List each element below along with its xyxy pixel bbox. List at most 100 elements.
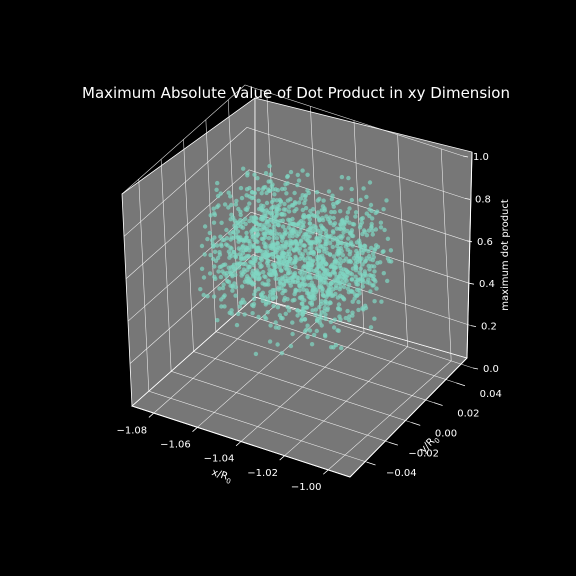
scatter-point bbox=[202, 224, 208, 229]
scatter-point bbox=[294, 242, 300, 247]
scatter-point bbox=[273, 276, 278, 281]
scatter-point bbox=[307, 328, 313, 333]
scatter-point bbox=[211, 220, 217, 225]
scatter-point bbox=[211, 206, 216, 211]
scatter-point bbox=[231, 249, 236, 255]
scatter-point bbox=[311, 207, 316, 212]
scatter-point bbox=[350, 233, 356, 239]
scatter-point bbox=[298, 196, 304, 201]
scatter-point bbox=[300, 312, 305, 318]
scatter-point bbox=[198, 287, 203, 292]
scatter-point bbox=[360, 280, 366, 285]
scatter-point bbox=[327, 215, 333, 220]
x-tick-label: −1.08 bbox=[116, 425, 147, 436]
y-tick-mark bbox=[366, 461, 376, 466]
scatter-point bbox=[331, 345, 336, 350]
scatter-point bbox=[266, 179, 271, 184]
scatter-point bbox=[335, 295, 341, 300]
scatter-point bbox=[277, 313, 283, 318]
scatter-point bbox=[267, 339, 273, 344]
scatter-point bbox=[302, 201, 307, 206]
scatter-point bbox=[264, 260, 270, 266]
scatter-point bbox=[222, 293, 227, 298]
scatter-point bbox=[282, 201, 287, 207]
scatter-point bbox=[292, 190, 297, 196]
scatter-point bbox=[277, 197, 283, 203]
scatter-point bbox=[230, 283, 235, 288]
scatter-point bbox=[310, 294, 316, 299]
scatter-point bbox=[367, 180, 373, 185]
scatter-point bbox=[230, 274, 235, 279]
scatter-point bbox=[303, 205, 309, 211]
scatter-point bbox=[266, 187, 271, 192]
scatter-point bbox=[372, 299, 377, 304]
scatter-point bbox=[217, 252, 223, 257]
x-axis-label: x/R0 bbox=[210, 467, 234, 486]
scatter-point bbox=[273, 325, 279, 330]
scatter-point bbox=[362, 229, 367, 235]
scatter-point bbox=[217, 286, 222, 291]
scatter-point bbox=[349, 277, 355, 282]
scatter-point bbox=[236, 246, 241, 251]
scatter-point bbox=[262, 222, 268, 227]
scatter-point bbox=[242, 279, 248, 284]
scatter-point bbox=[363, 273, 369, 278]
scatter-point bbox=[341, 284, 347, 290]
scatter-point bbox=[345, 286, 351, 291]
scatter-point bbox=[350, 221, 355, 227]
scatter-point bbox=[269, 212, 275, 218]
scatter-point bbox=[288, 343, 294, 349]
scatter-point bbox=[292, 297, 297, 303]
scatter-point bbox=[282, 212, 287, 217]
scatter-point bbox=[216, 269, 221, 274]
scatter-point bbox=[245, 238, 250, 244]
x-tick-mark bbox=[192, 427, 198, 432]
scatter-point bbox=[366, 263, 371, 269]
scatter-point bbox=[271, 235, 276, 241]
scatter-point bbox=[289, 203, 295, 208]
x-tick-mark bbox=[279, 455, 285, 461]
scatter-point bbox=[256, 314, 261, 320]
scatter-point bbox=[266, 278, 271, 283]
scatter-point bbox=[252, 190, 257, 196]
scatter-point bbox=[325, 306, 330, 311]
scatter-point bbox=[226, 205, 231, 210]
scatter-point bbox=[276, 276, 282, 282]
scatter-point bbox=[274, 213, 279, 218]
scatter-point bbox=[305, 172, 310, 177]
scatter-point bbox=[269, 199, 275, 205]
scatter-point bbox=[246, 280, 251, 285]
scatter-point bbox=[326, 189, 332, 194]
scatter-point bbox=[263, 213, 268, 219]
scatter-point bbox=[369, 208, 374, 214]
scatter-point bbox=[353, 274, 358, 279]
y-tick-mark bbox=[433, 402, 443, 406]
scatter-point bbox=[360, 262, 365, 267]
scatter-point bbox=[275, 247, 280, 253]
scatter-point bbox=[218, 234, 223, 239]
scatter-point bbox=[310, 308, 315, 313]
scatter-point bbox=[265, 310, 270, 315]
scatter-point bbox=[348, 242, 353, 247]
scatter-point bbox=[314, 236, 319, 241]
scatter-point bbox=[332, 270, 337, 275]
scatter-point bbox=[314, 190, 320, 195]
scatter-point bbox=[378, 220, 384, 225]
scatter-point bbox=[371, 283, 376, 288]
scatter-point bbox=[345, 210, 351, 215]
scatter-point bbox=[222, 304, 227, 309]
scatter-point bbox=[207, 271, 213, 276]
scatter-point bbox=[259, 203, 264, 208]
scatter-point bbox=[278, 268, 284, 273]
scatter-point bbox=[283, 227, 288, 233]
scatter-point bbox=[286, 209, 292, 214]
scatter-point bbox=[318, 301, 324, 307]
scatter-point bbox=[280, 291, 285, 296]
scatter-point bbox=[255, 176, 260, 181]
scatter-point bbox=[275, 188, 280, 193]
y-tick-mark bbox=[411, 422, 421, 426]
scatter-point bbox=[243, 216, 248, 222]
scatter-point bbox=[277, 202, 282, 208]
scatter-point bbox=[302, 243, 307, 248]
scatter-point bbox=[330, 237, 335, 242]
